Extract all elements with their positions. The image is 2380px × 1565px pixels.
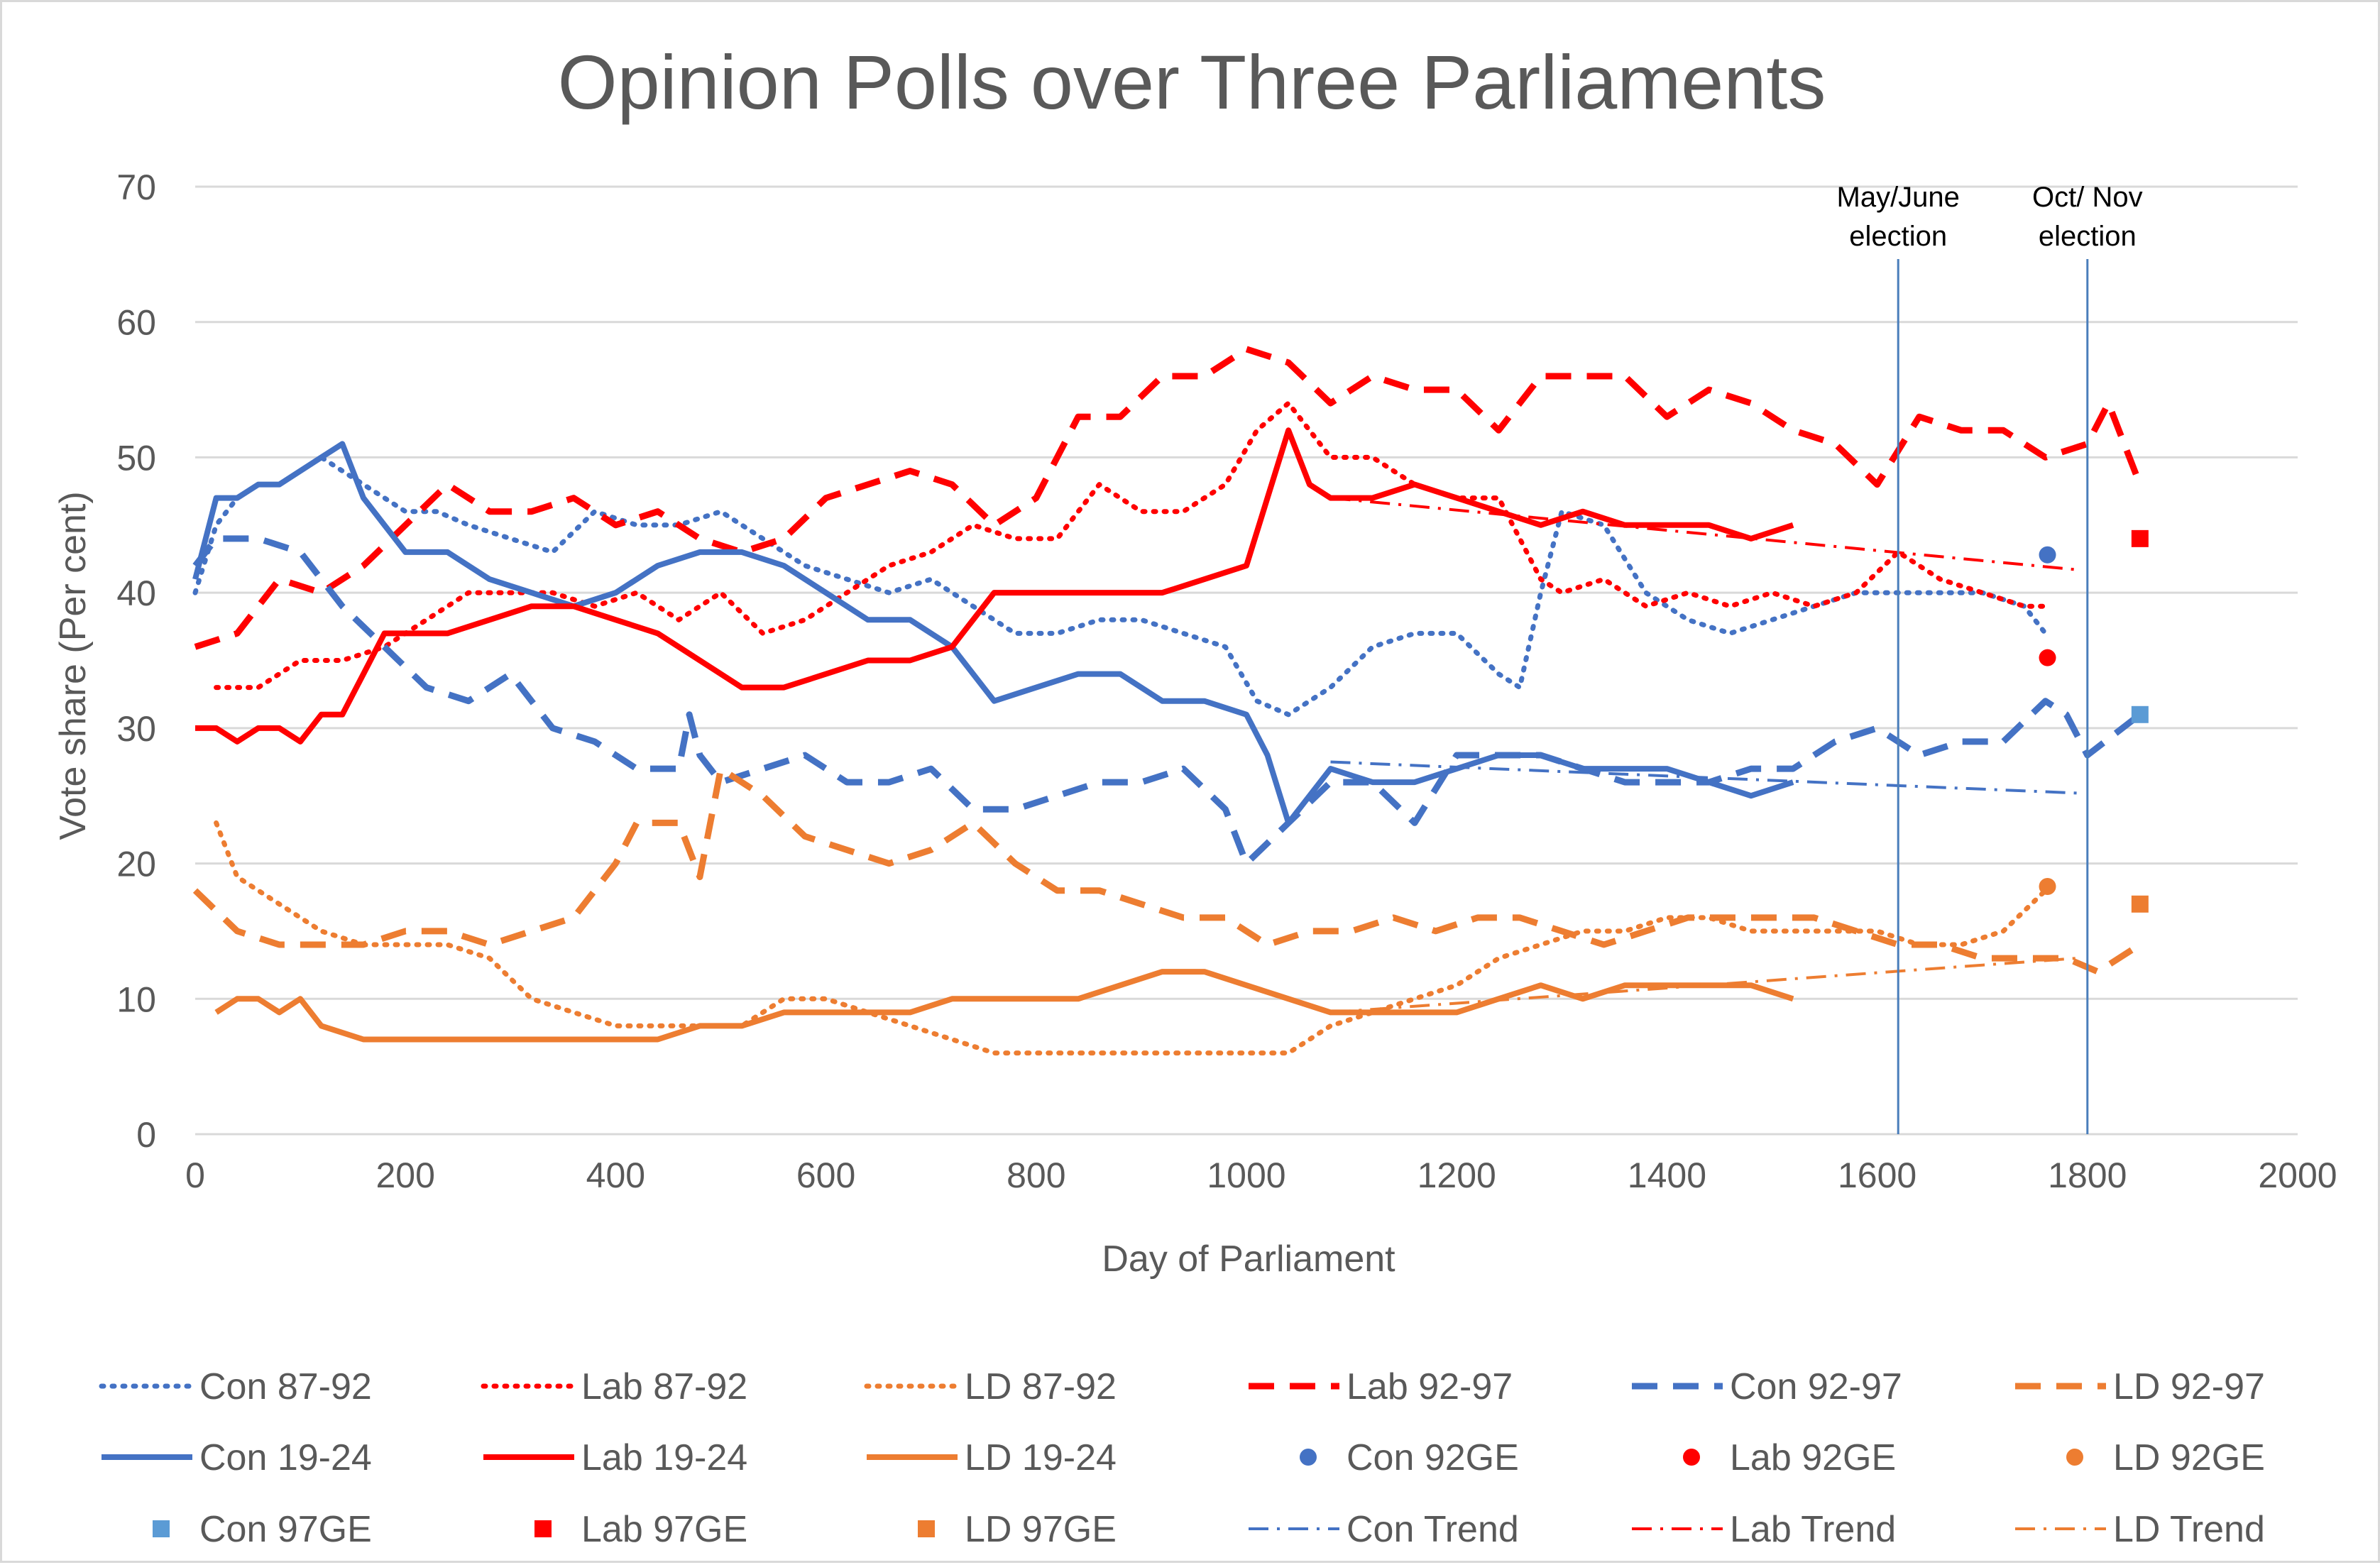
point-con-97ge <box>2131 705 2149 723</box>
legend-label: Con 19-24 <box>199 1437 372 1478</box>
legend-label: Con 92GE <box>1347 1437 1519 1478</box>
point-ld-97ge <box>2131 895 2149 913</box>
y-tick-label: 50 <box>116 438 156 478</box>
election-label: Oct/ Nov <box>2032 182 2143 213</box>
line-ld-trend <box>1330 957 2078 1014</box>
legend-item-ld-trend: LD Trend <box>2015 1509 2265 1550</box>
y-tick-label: 0 <box>136 1115 156 1155</box>
x-tick-label: 1400 <box>1628 1155 1706 1195</box>
legend: Con 87-92 Lab 87-92 LD 87-92 Lab 92-97 Con 9… <box>99 1366 2265 1550</box>
line-con-19-24 <box>192 441 1794 826</box>
election-label: May/June <box>1837 182 1960 213</box>
legend-label: LD 92GE <box>2113 1437 2265 1478</box>
series-lines <box>192 346 2149 1056</box>
x-tick-label: 1000 <box>1207 1155 1285 1195</box>
line-con-trend <box>1330 760 2078 795</box>
legend-marker <box>153 1520 170 1537</box>
legend-item-ld-92ge: LD 92GE <box>2066 1437 2265 1478</box>
point-lab-97ge <box>2131 529 2149 547</box>
legend-label: Lab 19-24 <box>581 1437 747 1478</box>
y-tick-label: 60 <box>116 303 156 343</box>
line-con-87-92 <box>192 454 2049 718</box>
legend-label: Lab 87-92 <box>581 1366 747 1407</box>
x-tick-label: 1800 <box>2048 1155 2127 1195</box>
legend-label: Con 92-97 <box>1730 1366 1902 1407</box>
y-axis-label: Vote share (Per cent) <box>53 491 94 840</box>
legend-item-lab-87-92: Lab 87-92 <box>481 1366 747 1407</box>
legend-item-lab-97ge: Lab 97GE <box>534 1509 747 1550</box>
legend-label: LD 97GE <box>965 1509 1117 1550</box>
legend-item-ld-97ge: LD 97GE <box>918 1509 1117 1550</box>
x-tick-label: 0 <box>185 1155 205 1195</box>
legend-item-con-92-97: Con 92-97 <box>1632 1366 1902 1407</box>
legend-label: Lab 92GE <box>1730 1437 1896 1478</box>
legend-item-lab-92-97: Lab 92-97 <box>1249 1366 1513 1407</box>
legend-item-lab-92ge: Lab 92GE <box>1683 1437 1896 1478</box>
legend-item-lab-19-24: Lab 19-24 <box>483 1437 747 1478</box>
point-ld-92ge <box>2039 877 2056 895</box>
line-lab-19-24 <box>195 427 1794 745</box>
legend-item-con-92ge: Con 92GE <box>1300 1437 1519 1478</box>
legend-item-con-97ge: Con 97GE <box>153 1509 372 1550</box>
election-label: election <box>1849 221 1947 252</box>
x-tick-label: 1600 <box>1838 1155 1916 1195</box>
line-ld-87-92 <box>214 820 2049 1056</box>
legend-marker <box>2066 1449 2083 1466</box>
legend-marker <box>1300 1449 1317 1466</box>
legend-label: LD 92-97 <box>2113 1366 2265 1407</box>
legend-marker <box>918 1520 935 1537</box>
legend-label: LD 19-24 <box>965 1437 1117 1478</box>
election-label: election <box>2039 221 2137 252</box>
x-tick-label: 200 <box>375 1155 434 1195</box>
legend-label: Con Trend <box>1347 1509 1519 1550</box>
legend-item-ld-92-97: LD 92-97 <box>2015 1366 2265 1407</box>
legend-item-con-trend: Con Trend <box>1249 1509 1519 1550</box>
legend-label: Lab Trend <box>1730 1509 1896 1550</box>
point-lab-92ge <box>2039 649 2056 666</box>
chart-title: Opinion Polls over Three Parliaments <box>558 39 1826 125</box>
legend-label: LD Trend <box>2113 1509 2265 1550</box>
x-axis-label: Day of Parliament <box>1102 1239 1395 1280</box>
legend-label: Lab 92-97 <box>1347 1366 1513 1407</box>
legend-item-lab-trend: Lab Trend <box>1632 1509 1896 1550</box>
axes: 0 10 20 30 40 50 60 70 0 200 400 600 800 1000 1200 1400… <box>116 168 2337 1195</box>
legend-item-ld-87-92: LD 87-92 <box>864 1366 1117 1407</box>
election-annotations: May/June election Oct/ Nov election <box>1837 182 2143 1134</box>
y-tick-label: 70 <box>116 168 156 207</box>
line-lab-87-92 <box>214 400 2049 691</box>
legend-label: Con 87-92 <box>199 1366 372 1407</box>
x-tick-label: 800 <box>1007 1155 1065 1195</box>
x-tick-label: 1200 <box>1417 1155 1496 1195</box>
legend-marker <box>1683 1449 1700 1466</box>
legend-label: Con 97GE <box>199 1509 372 1550</box>
legend-marker <box>534 1520 552 1537</box>
line-lab-92-97 <box>194 346 2143 650</box>
y-tick-label: 10 <box>116 979 156 1019</box>
y-tick-label: 40 <box>116 573 156 613</box>
line-ld-92-97 <box>192 765 2142 975</box>
x-tick-label: 400 <box>586 1155 645 1195</box>
line-lab-trend <box>1330 496 2078 571</box>
legend-label: LD 87-92 <box>965 1366 1117 1407</box>
line-con-92-97 <box>192 535 2142 867</box>
legend-item-ld-19-24: LD 19-24 <box>867 1437 1117 1478</box>
y-tick-label: 20 <box>116 845 156 884</box>
line-ld-19-24 <box>214 969 1794 1043</box>
legend-label: Lab 97GE <box>581 1509 747 1550</box>
legend-item-con-87-92: Con 87-92 <box>99 1366 372 1407</box>
x-tick-label: 600 <box>796 1155 855 1195</box>
point-con-92ge <box>2039 546 2056 564</box>
x-tick-label: 2000 <box>2258 1155 2337 1195</box>
legend-item-con-19-24: Con 19-24 <box>102 1437 372 1478</box>
y-tick-label: 30 <box>116 709 156 749</box>
gridlines <box>195 185 2298 1136</box>
